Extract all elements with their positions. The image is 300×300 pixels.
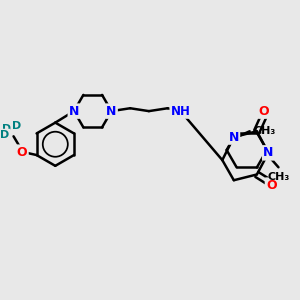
Text: NH: NH [171,105,190,118]
Text: N: N [69,105,79,118]
Text: O: O [259,105,269,118]
Text: D: D [0,130,10,140]
Text: N: N [263,146,274,159]
Text: O: O [17,146,28,159]
Text: D: D [2,124,11,134]
Text: N: N [229,130,239,143]
Text: D: D [12,121,21,131]
Text: O: O [266,178,277,192]
Text: N: N [106,105,117,118]
Text: CH₃: CH₃ [267,172,290,182]
Text: CH₃: CH₃ [253,126,275,136]
